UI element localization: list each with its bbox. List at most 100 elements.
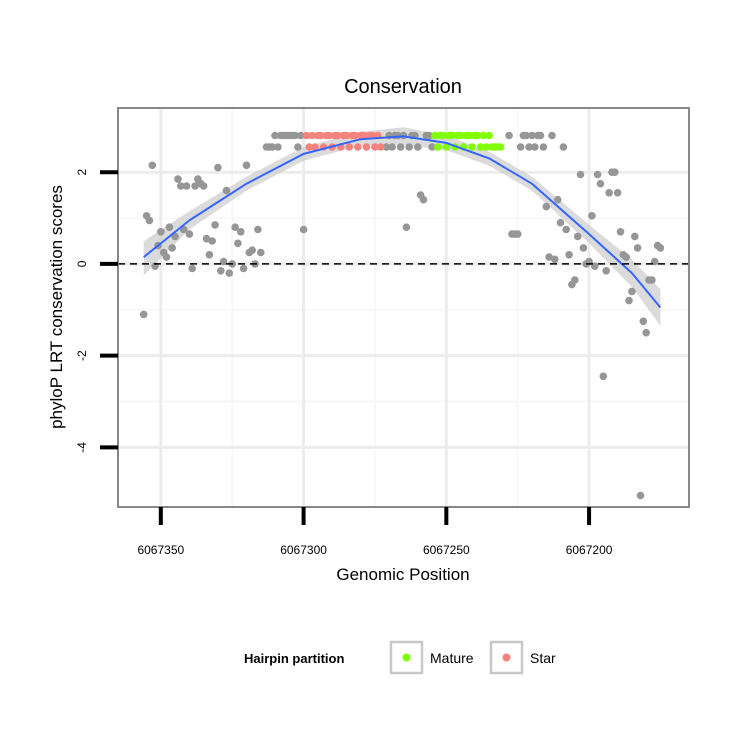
legend-label-mature: Mature [430, 650, 474, 666]
data-point-other [291, 131, 299, 140]
data-point-other [616, 228, 625, 236]
data-point-other [531, 143, 539, 151]
data-point-mature [473, 131, 482, 140]
data-point-mature [439, 131, 448, 140]
data-point-other [425, 131, 434, 140]
data-point-star [351, 131, 359, 140]
data-point-other [168, 244, 176, 252]
y-tick-label: 0 [75, 260, 89, 267]
data-point-other [573, 232, 582, 241]
x-axis-title: Genomic Position [336, 565, 469, 584]
data-point-other [211, 221, 219, 229]
data-point-other [182, 182, 191, 190]
data-point-mature [448, 131, 456, 140]
data-point-other [225, 269, 234, 277]
data-point-star [376, 143, 385, 151]
data-point-other [522, 131, 531, 140]
data-point-other [299, 225, 308, 234]
data-point-other [145, 216, 154, 225]
data-point-mature [468, 143, 476, 151]
data-point-mature [456, 131, 465, 140]
legend-dot-mature [402, 653, 411, 662]
data-point-other [222, 186, 231, 195]
data-point-other [402, 223, 411, 231]
data-point-other [602, 267, 610, 275]
data-point-other [633, 244, 642, 252]
y-tick-label: -2 [75, 350, 89, 361]
data-point-other [274, 143, 282, 151]
data-points [139, 131, 665, 500]
y-axis-ticks: -4 -2 0 2 [75, 169, 118, 453]
data-point-other [528, 131, 536, 140]
data-point-other [542, 202, 551, 211]
data-point-other [419, 195, 428, 204]
data-point-star [311, 143, 319, 151]
data-point-other [611, 168, 619, 176]
data-point-other [199, 182, 208, 190]
data-point-other [271, 131, 279, 140]
data-point-other [599, 372, 608, 381]
data-point-other [596, 179, 605, 188]
data-point-star [316, 131, 325, 140]
legend-label-star: Star [530, 650, 556, 666]
data-point-other [631, 232, 639, 241]
data-point-other [231, 223, 239, 231]
data-point-star [354, 143, 362, 151]
data-point-other [628, 287, 636, 296]
data-point-other [388, 143, 396, 151]
data-point-other [239, 264, 248, 273]
data-point-other [536, 131, 545, 140]
data-point-other [205, 251, 214, 259]
data-point-star [334, 131, 342, 140]
data-point-other [648, 276, 656, 284]
data-point-other [217, 267, 225, 275]
data-point-other [642, 328, 650, 337]
data-point-star [308, 131, 316, 140]
smooth-line [143, 135, 662, 309]
data-point-other [525, 143, 533, 151]
data-point-other [162, 253, 171, 261]
data-point-other [185, 230, 194, 238]
data-point-other [539, 143, 548, 151]
data-point-other [551, 255, 559, 264]
data-point-other [576, 170, 585, 179]
data-point-other [579, 244, 588, 252]
data-point-other [636, 491, 645, 500]
x-tick-label: 6067350 [137, 543, 184, 557]
data-point-mature [479, 131, 488, 140]
data-point-star [362, 143, 371, 151]
data-point-star [302, 131, 311, 140]
data-point-other [157, 228, 165, 236]
data-point-other [562, 225, 570, 234]
data-point-other [139, 310, 148, 319]
data-point-other [639, 317, 648, 326]
data-point-other [382, 143, 391, 151]
data-point-other [242, 161, 251, 170]
data-point-other [428, 143, 436, 151]
data-point-other [571, 276, 579, 284]
data-point-mature [482, 143, 491, 151]
data-point-other [202, 234, 211, 243]
data-point-star [345, 143, 354, 151]
confidence-ribbon [143, 127, 661, 326]
data-point-other [234, 239, 242, 248]
data-point-other [405, 143, 414, 151]
data-point-other [296, 131, 305, 140]
data-point-other [174, 175, 182, 183]
confidence-ribbon-layer [143, 127, 661, 326]
y-axis-title: phyloP LRT conservation scores [47, 185, 66, 429]
data-point-mature [434, 143, 442, 151]
data-point-other [294, 143, 302, 151]
data-point-other [248, 246, 256, 254]
data-point-other [414, 143, 422, 151]
x-tick-label: 6067200 [566, 543, 613, 557]
smooth-line-layer [143, 135, 662, 309]
x-tick-label: 6067250 [423, 543, 470, 557]
data-point-other [505, 131, 513, 140]
data-point-other [188, 264, 196, 273]
data-point-other [214, 163, 222, 172]
data-point-other [237, 228, 245, 236]
data-point-other [177, 182, 185, 190]
data-point-other [148, 161, 157, 170]
